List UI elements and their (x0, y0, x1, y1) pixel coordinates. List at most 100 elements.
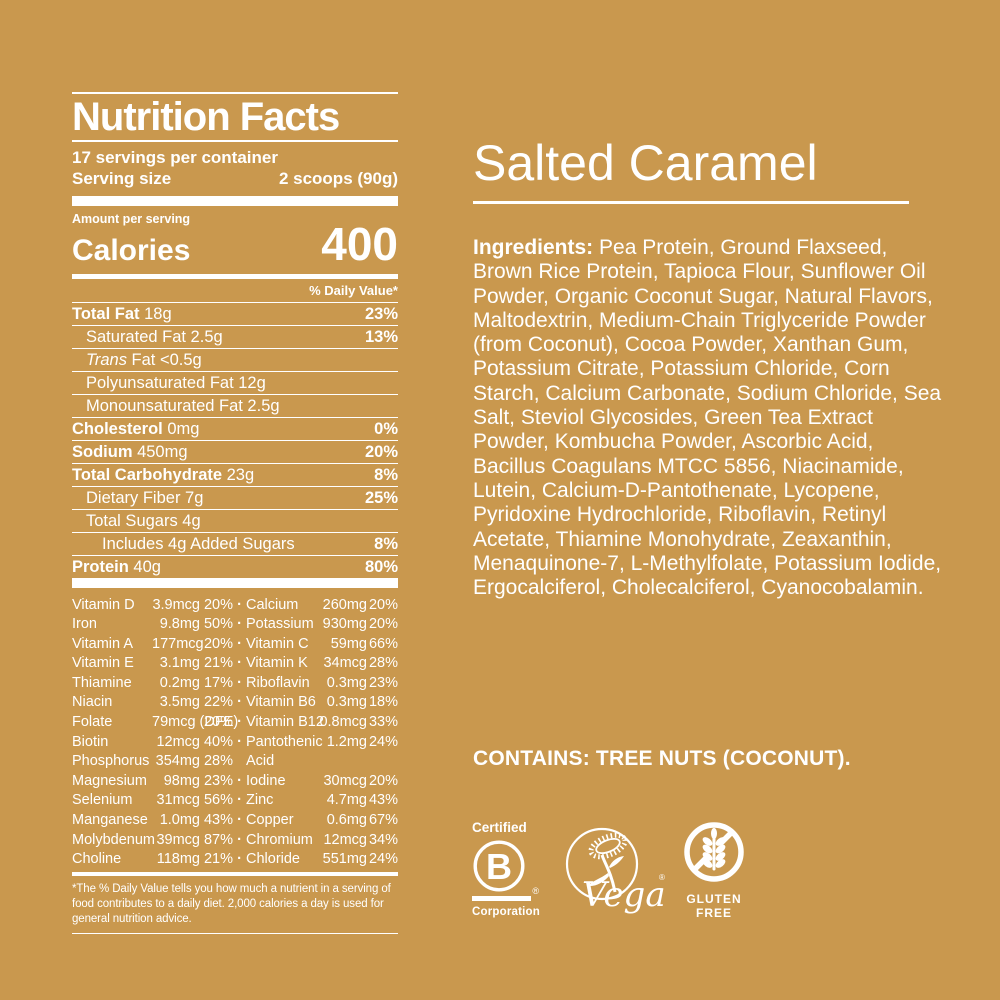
micronutrient-daily-value (367, 752, 398, 772)
serving-size-value: 2 scoops (90g) (278, 168, 398, 188)
separator-dot: · (237, 772, 242, 789)
micronutrient-name: Molybdenum (72, 831, 156, 848)
vegan-logo: Vegan ® (556, 816, 688, 921)
micronutrient-daily-value: 43% (203, 812, 233, 829)
serving-size-label: Serving size (72, 168, 172, 188)
micronutrient-name: Chromium (246, 831, 313, 848)
micronutrient-daily-value: 21% (203, 851, 233, 868)
micronutrient-name: Copper (246, 812, 294, 829)
micronutrient-amount: 0.2mg (159, 674, 200, 691)
nutrient-row: Cholesterol 0mg 0% (72, 418, 398, 441)
micronutrient-amount: 9.8mg (159, 616, 200, 633)
micronutrient-amount: 79mcg (DFE) (152, 714, 239, 731)
micronutrient-row: Molybdenum 39mcg 87% · Chromium 12mcg 34… (72, 831, 398, 851)
separator-dot: · (237, 714, 242, 731)
nutrient-name: Total Fat 18g (72, 304, 172, 323)
micronutrient-daily-value: 23% (203, 772, 233, 789)
micronutrient-amount: 3.1mg (159, 655, 200, 672)
micronutrient-daily-value: 67% (368, 812, 398, 829)
micronutrient-daily-value: 20% (368, 596, 398, 613)
micronutrient-name: Riboflavin (246, 674, 310, 691)
micronutrient-amount (309, 752, 367, 772)
divider (72, 932, 398, 935)
thick-divider (72, 195, 398, 206)
micronutrient-name: Magnesium (72, 772, 147, 789)
nutrient-row: Sodium 450mg 20% (72, 441, 398, 464)
micronutrient-amount: 1.2mg (326, 733, 367, 750)
micronutrient-daily-value: 34% (368, 831, 398, 848)
gluten-free-label: GLUTEN FREE (686, 892, 742, 920)
nutrient-row: Polyunsaturated Fat 12g (72, 372, 398, 395)
nutrient-row: Total Sugars 4g (72, 510, 398, 533)
micronutrient-daily-value: 23% (368, 674, 398, 691)
nutrient-daily-value: 13% (364, 327, 398, 346)
nutrient-name: Polyunsaturated Fat 12g (86, 373, 266, 392)
svg-text:Vegan: Vegan (582, 875, 668, 915)
micronutrient-name: Acid (246, 753, 275, 770)
nutrient-row: Monounsaturated Fat 2.5g (72, 395, 398, 418)
nutrient-name: Includes 4g Added Sugars (102, 534, 295, 553)
micronutrient-amount: 177mcg (152, 635, 204, 652)
micronutrient-daily-value: 28% (203, 753, 233, 770)
micronutrient-amount: 1.0mg (159, 812, 200, 829)
micronutrient-amount: 12mcg (323, 831, 367, 848)
calories-row: Calories 400 (72, 221, 398, 268)
micronutrient-row: Manganese 1.0mg 43% · Copper 0.6mg 67% (72, 811, 398, 831)
calories-label: Calories (72, 233, 191, 267)
nutrient-daily-value: 20% (364, 442, 398, 461)
micronutrient-name: Potassium (246, 616, 314, 633)
micronutrient-daily-value: 20% (368, 616, 398, 633)
micronutrient-row: Vitamin A 177mcg 20% · Vitamin C 59mg 66… (72, 635, 398, 655)
micronutrient-name: Vitamin D (72, 596, 135, 613)
registered-mark: ® (532, 886, 539, 896)
micronutrient-row: Choline 118mg 21% · Chloride 551mg 24% (72, 850, 398, 870)
micronutrient-name: Pantothenic (246, 733, 323, 750)
micronutrient-name: Phosphorus (72, 753, 150, 770)
micronutrient-daily-value: 66% (368, 635, 398, 652)
svg-text:B: B (486, 846, 512, 887)
micronutrient-amount: 98mg (163, 772, 200, 789)
micronutrient-daily-value: 33% (368, 714, 398, 731)
nutrient-row: Total Carbohydrate 23g 8% (72, 464, 398, 487)
micronutrient-row: Vitamin D 3.9mcg 20% · Calcium 260mg 20% (72, 596, 398, 616)
nutrient-row: Saturated Fat 2.5g 13% (72, 326, 398, 349)
separator-dot (233, 752, 246, 772)
nutrient-name: Saturated Fat 2.5g (86, 327, 223, 346)
micronutrient-amount: 0.3mg (326, 674, 367, 691)
nutrients-table: Total Fat 18g 23% Saturated Fat 2.5g 13%… (72, 303, 398, 578)
separator-dot: · (237, 792, 242, 809)
nutrient-name: Protein 40g (72, 557, 161, 576)
gluten-free-logo: GLUTEN FREE (676, 819, 752, 920)
micronutrient-daily-value: 50% (203, 616, 233, 633)
micronutrient-name: Folate (72, 714, 113, 731)
nutrient-row: Dietary Fiber 7g 25% (72, 487, 398, 510)
micronutrient-daily-value: 20% (203, 596, 233, 613)
micronutrient-name: Thiamine (72, 674, 132, 691)
micronutrient-name: Calcium (246, 596, 299, 613)
servings-per-container: 17 servings per container (72, 147, 278, 167)
micronutrient-daily-value: 21% (203, 655, 233, 672)
micronutrient-amount: 3.9mcg (152, 596, 200, 613)
micronutrient-daily-value: 24% (368, 733, 398, 750)
amount-per-serving-label: Amount per serving (72, 211, 191, 226)
micronutrient-amount: 59mg (330, 635, 367, 652)
separator-dot: · (237, 812, 242, 829)
micronutrient-amount: 39mcg (156, 831, 200, 848)
micronutrient-amount: 30mcg (323, 772, 367, 789)
nutrient-name: Trans Fat <0.5g (86, 350, 202, 369)
nutrient-row: Includes 4g Added Sugars 8% (72, 533, 398, 556)
micronutrient-name: Chloride (246, 851, 300, 868)
nutrition-facts-panel: Nutrition Facts 17 servings per containe… (72, 92, 398, 935)
nutrient-name: Cholesterol 0mg (72, 419, 200, 438)
daily-value-footnote: *The % Daily Value tells you how much a … (72, 882, 391, 925)
separator-dot: · (237, 674, 242, 691)
micronutrient-name: Vitamin B6 (246, 694, 316, 711)
micronutrient-daily-value: 24% (368, 851, 398, 868)
micronutrient-name: Iodine (246, 772, 286, 789)
nutrient-daily-value: 25% (364, 488, 398, 507)
micronutrient-amount: 31mcg (156, 792, 200, 809)
micronutrient-name: Vitamin A (72, 635, 133, 652)
b-corp-certified-label: Certified (472, 820, 527, 835)
vegan-sunflower-icon: Vegan ® (565, 827, 688, 915)
micronutrient-name: Vitamin E (72, 655, 134, 672)
